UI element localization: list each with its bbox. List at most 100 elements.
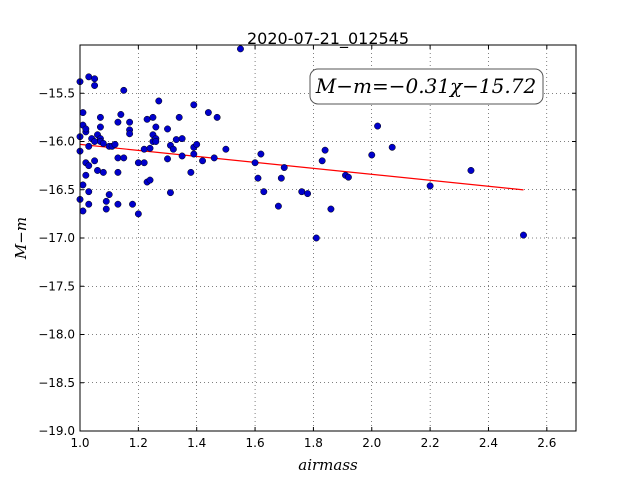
- data-point: [254, 174, 262, 182]
- data-point: [257, 150, 265, 158]
- data-point: [251, 159, 259, 167]
- data-point: [91, 82, 99, 89]
- data-point: [190, 101, 198, 109]
- data-points: [76, 45, 527, 242]
- data-point: [114, 154, 122, 162]
- data-point: [140, 145, 148, 153]
- data-point: [85, 162, 93, 170]
- data-point: [388, 143, 396, 151]
- data-point: [126, 130, 134, 138]
- x-tick-label: 1.4: [187, 436, 206, 450]
- data-point: [85, 73, 93, 81]
- y-tick-label: −18.5: [38, 376, 75, 390]
- data-point: [99, 139, 107, 147]
- data-point: [146, 144, 154, 152]
- data-point: [426, 182, 434, 190]
- data-point: [129, 200, 136, 208]
- data-point: [280, 164, 288, 172]
- data-point: [298, 188, 306, 196]
- data-point: [318, 157, 326, 165]
- data-point: [120, 86, 128, 94]
- data-point: [114, 118, 122, 126]
- data-point: [134, 159, 142, 167]
- annotation-frame: [309, 68, 544, 105]
- data-point: [222, 145, 230, 153]
- data-point: [114, 200, 122, 208]
- data-point: [94, 167, 101, 174]
- chart-title: 2020-07-21_012545: [247, 29, 409, 49]
- data-point: [178, 135, 186, 143]
- data-point: [114, 168, 122, 176]
- data-point: [96, 113, 104, 121]
- data-point: [120, 154, 128, 162]
- x-tick-label: 1.2: [129, 436, 148, 450]
- data-point: [146, 176, 154, 184]
- data-point: [79, 181, 87, 189]
- data-point: [105, 191, 113, 199]
- x-tick-label: 2.2: [421, 436, 440, 450]
- data-point: [91, 138, 99, 145]
- data-point: [277, 174, 285, 182]
- data-point: [96, 123, 104, 131]
- data-point: [467, 167, 475, 174]
- x-tick-label: 1.8: [304, 436, 323, 450]
- data-point: [82, 125, 90, 133]
- data-point: [85, 188, 93, 196]
- data-point: [85, 142, 93, 150]
- data-point: [204, 109, 212, 117]
- y-tick-label: −18.0: [38, 328, 75, 342]
- x-tick-label: 1.0: [70, 436, 89, 450]
- fit-line: [79, 143, 524, 191]
- data-point: [102, 197, 110, 205]
- data-point: [164, 155, 171, 163]
- annotation-box: M−m=−0.31χ−15.72: [309, 68, 544, 105]
- y-tick-label: −19.0: [38, 424, 75, 438]
- data-point: [199, 157, 206, 165]
- data-point: [190, 150, 198, 158]
- data-point: [91, 157, 99, 165]
- data-point: [102, 205, 110, 213]
- data-point: [134, 210, 142, 218]
- data-point: [91, 75, 99, 83]
- y-tick-label: −16.5: [38, 183, 75, 197]
- data-point: [321, 146, 329, 154]
- data-point: [149, 113, 157, 121]
- data-point: [327, 205, 335, 213]
- data-point: [169, 145, 177, 153]
- data-point: [152, 138, 160, 145]
- data-point: [274, 202, 282, 210]
- fit-line-group: [79, 143, 524, 191]
- data-point: [164, 125, 171, 133]
- data-point: [126, 118, 134, 126]
- data-point: [312, 234, 320, 242]
- data-point: [117, 111, 125, 118]
- data-point: [260, 188, 268, 196]
- y-tick-label: −17.5: [38, 279, 75, 293]
- data-point: [213, 113, 221, 121]
- data-point: [175, 113, 183, 121]
- y-axis-label: M−m: [12, 217, 30, 260]
- data-point: [140, 159, 148, 167]
- data-point: [187, 168, 195, 176]
- data-point: [374, 122, 382, 130]
- data-point: [344, 173, 352, 181]
- data-point: [82, 171, 90, 179]
- data-point: [210, 154, 218, 162]
- x-tick-label: 2.6: [537, 436, 556, 450]
- data-point: [237, 45, 244, 53]
- x-axis-label: airmass: [298, 456, 358, 474]
- data-point: [172, 136, 180, 144]
- y-tick-label: −17.0: [38, 231, 75, 245]
- data-point: [193, 140, 201, 148]
- data-point: [85, 200, 93, 208]
- data-point: [304, 190, 312, 198]
- data-point: [79, 207, 87, 215]
- data-point: [79, 109, 87, 117]
- data-point: [99, 168, 107, 176]
- axis-ticks: 1.0 1.2 1.4 1.6 1.8 2.0 2.2 2.4 2.6 −15.5 −16.0 −16…: [38, 45, 576, 450]
- y-tick-label: −15.5: [38, 86, 75, 100]
- data-point: [143, 115, 151, 123]
- data-point: [166, 189, 174, 197]
- data-point: [111, 140, 119, 148]
